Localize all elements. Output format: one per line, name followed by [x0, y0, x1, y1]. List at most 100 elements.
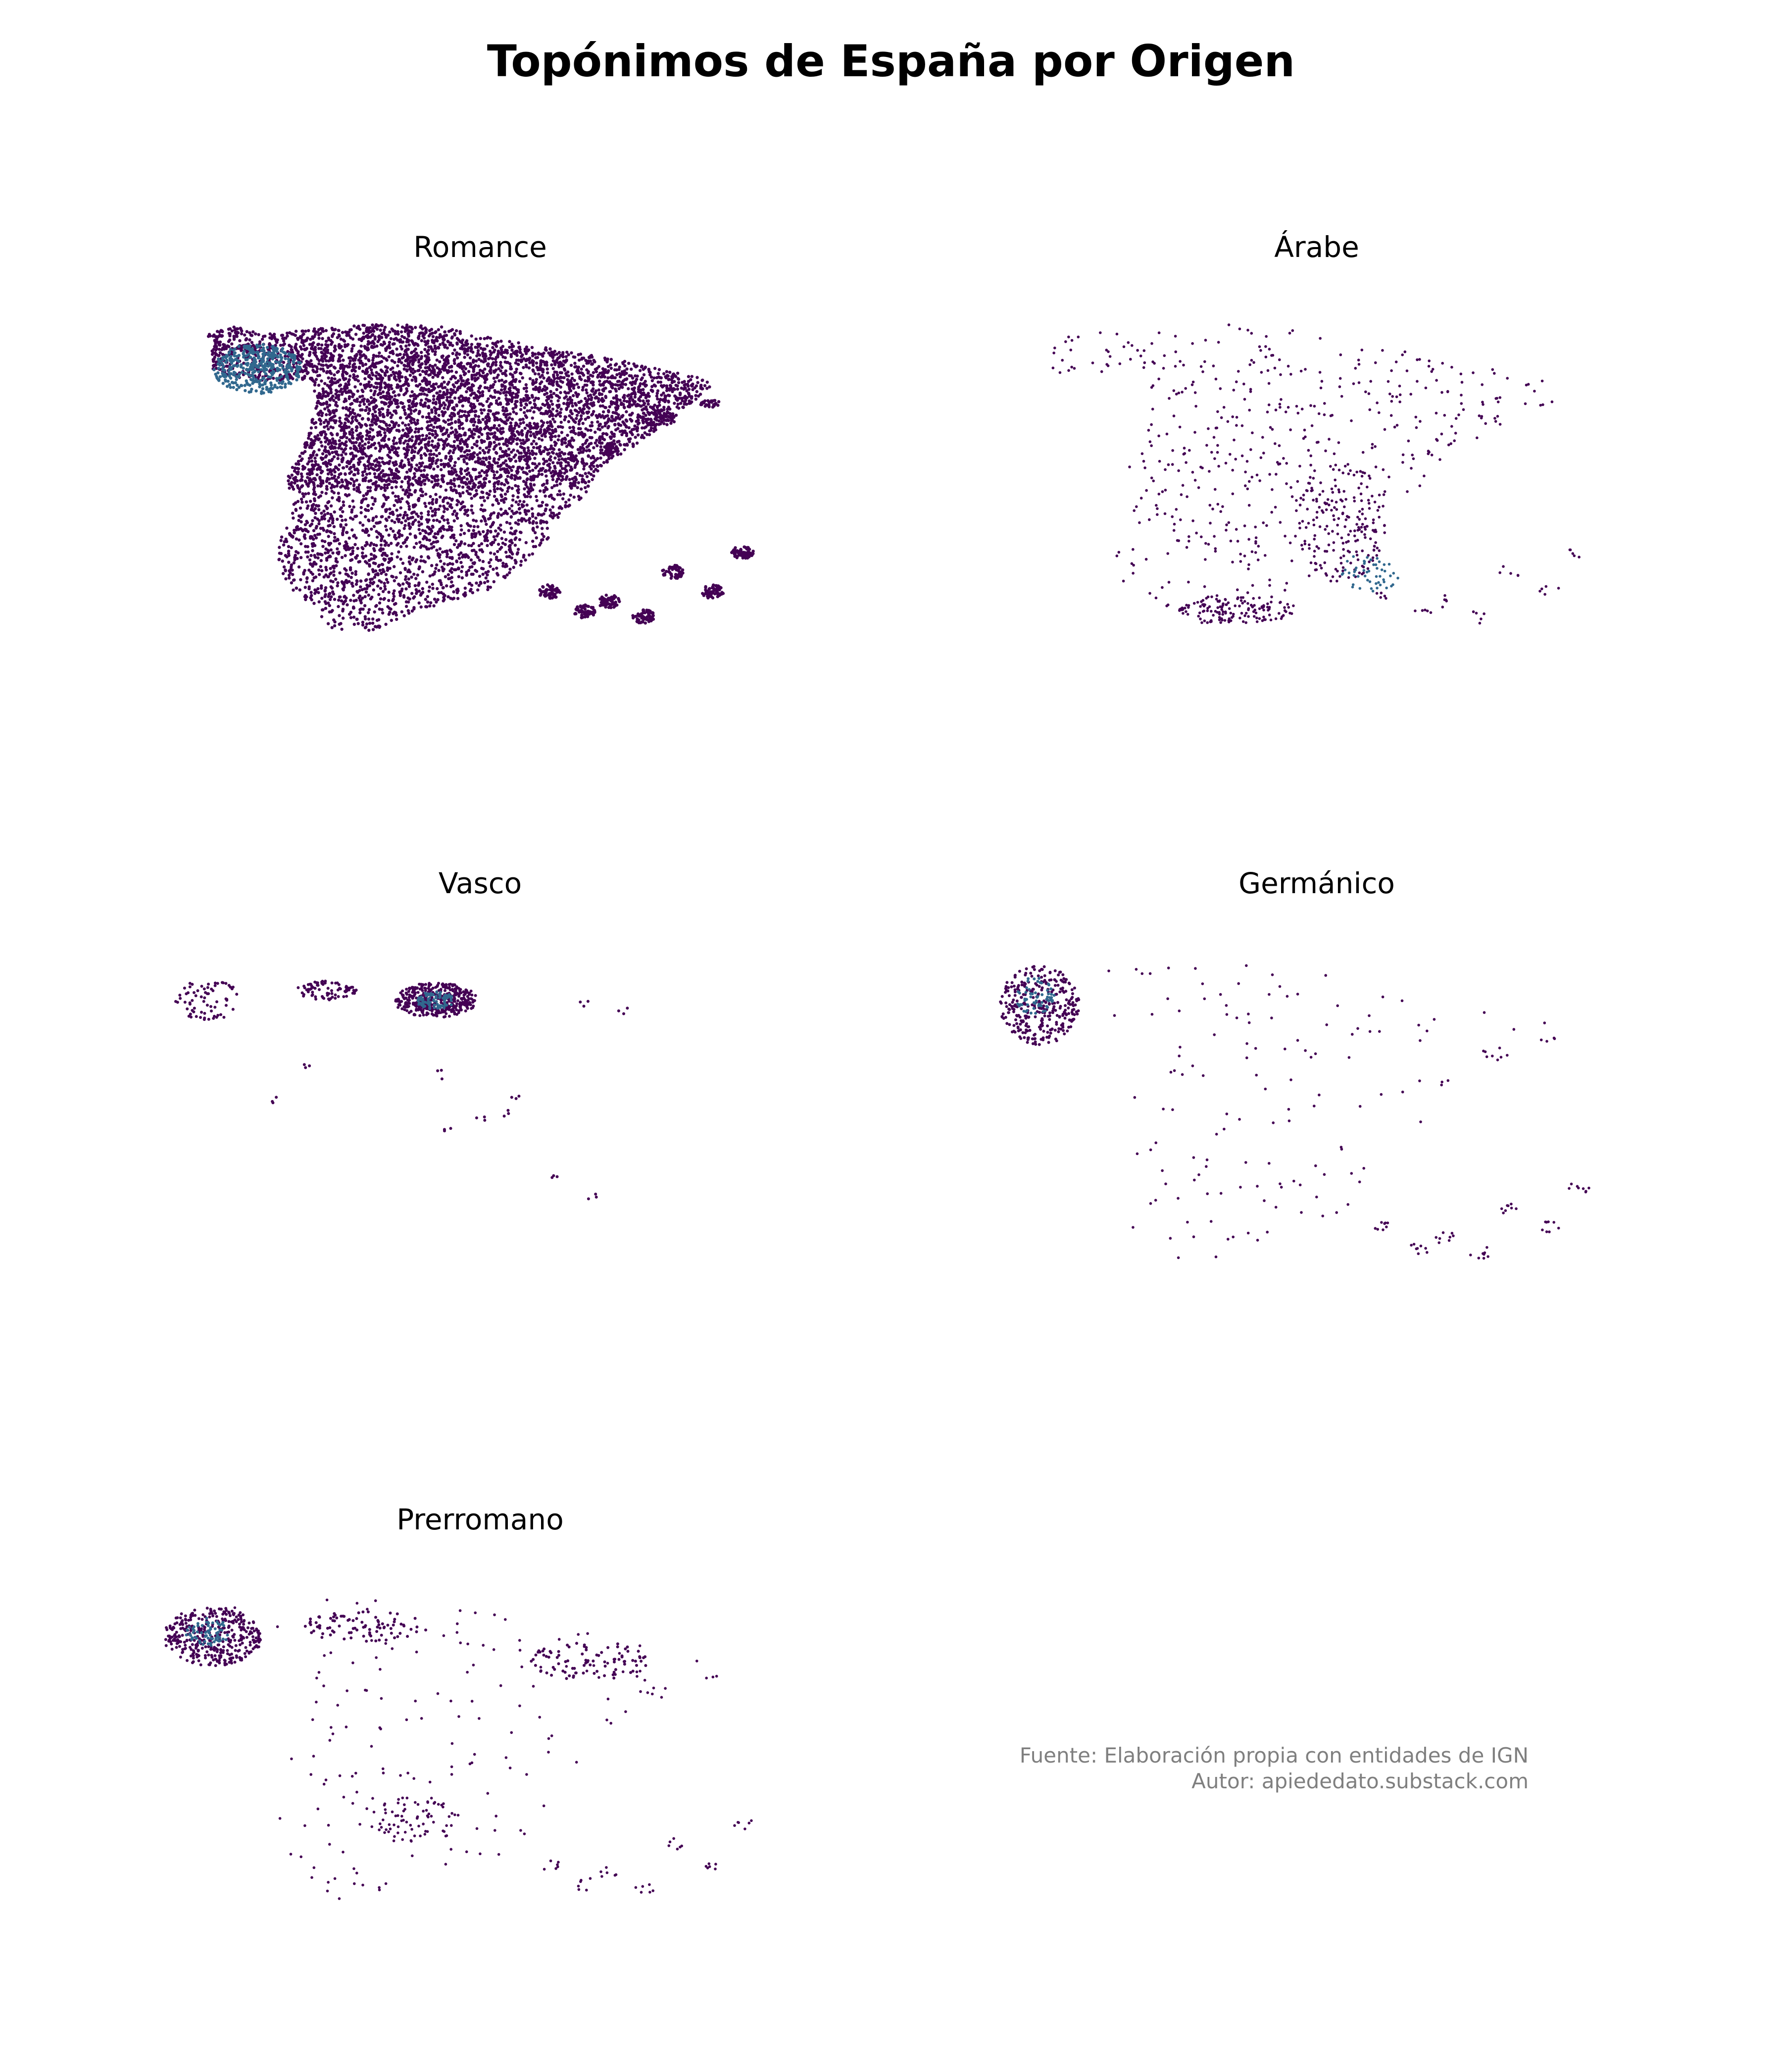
- toponym-point: [509, 354, 513, 358]
- toponym-point: [359, 382, 362, 386]
- toponym-point: [481, 449, 485, 452]
- toponym-point: [319, 367, 323, 371]
- toponym-point: [383, 436, 387, 440]
- toponym-point: [478, 391, 482, 395]
- toponym-point: [440, 355, 444, 359]
- toponym-point: [290, 481, 294, 484]
- toponym-point: [531, 461, 535, 465]
- toponym-point: [504, 438, 508, 441]
- toponym-point: [443, 406, 446, 410]
- toponym-point: [380, 336, 383, 339]
- toponym-point: [579, 353, 583, 356]
- toponym-point: [298, 345, 302, 349]
- toponym-point: [215, 347, 218, 351]
- toponym-point: [432, 383, 436, 386]
- toponym-point: [572, 386, 576, 390]
- toponym-point: [549, 378, 553, 382]
- toponym-point: [419, 469, 423, 473]
- toponym-point: [327, 442, 330, 446]
- toponym-point: [431, 365, 434, 368]
- toponym-point: [307, 468, 311, 471]
- toponym-point: [366, 464, 370, 468]
- toponym-point: [476, 372, 479, 375]
- toponym-point: [637, 390, 641, 394]
- toponym-point: [626, 404, 630, 408]
- toponym-point: [541, 423, 544, 427]
- toponym-point: [612, 432, 616, 436]
- toponym-point: [460, 477, 464, 480]
- toponym-point: [605, 453, 609, 456]
- toponym-point: [361, 456, 365, 460]
- toponym-point: [587, 471, 591, 475]
- toponym-point: [457, 385, 461, 389]
- toponym-point: [532, 446, 536, 449]
- toponym-point: [486, 412, 490, 416]
- toponym-point: [454, 370, 458, 374]
- toponym-point: [548, 431, 551, 435]
- toponym-point: [580, 367, 583, 371]
- toponym-point: [410, 351, 414, 354]
- toponym-point: [270, 337, 274, 341]
- toponym-point: [626, 443, 629, 447]
- toponym-point: [376, 340, 380, 343]
- toponym-point: [585, 388, 588, 392]
- toponym-point: [572, 355, 575, 359]
- toponym-point: [437, 328, 440, 332]
- toponym-point: [526, 477, 529, 481]
- toponym-point: [439, 395, 443, 399]
- toponym-point: [542, 462, 545, 465]
- toponym-point: [307, 460, 311, 463]
- toponym-point: [590, 421, 594, 424]
- toponym-point: [350, 402, 354, 405]
- toponym-point: [326, 384, 329, 387]
- toponym-point: [621, 382, 625, 386]
- toponym-point: [431, 335, 435, 338]
- toponym-point: [362, 403, 366, 406]
- toponym-point: [512, 386, 516, 390]
- toponym-point: [403, 326, 407, 330]
- toponym-point: [520, 433, 524, 437]
- toponym-point: [406, 443, 409, 446]
- toponym-point: [351, 358, 355, 362]
- toponym-point: [634, 436, 637, 439]
- toponym-point: [434, 350, 437, 354]
- toponym-point: [519, 360, 523, 363]
- toponym-point: [622, 405, 626, 409]
- toponym-point: [437, 346, 440, 349]
- toponym-point: [497, 480, 500, 483]
- toponym-point: [588, 465, 592, 468]
- toponym-point: [432, 467, 436, 471]
- toponym-point: [211, 364, 215, 367]
- toponym-point: [523, 411, 526, 414]
- toponym-point: [360, 435, 364, 438]
- toponym-point: [394, 332, 397, 336]
- toponym-point: [548, 420, 552, 423]
- toponym-point: [559, 471, 563, 475]
- toponym-point: [565, 351, 569, 354]
- toponym-point: [665, 370, 669, 373]
- toponym-point: [575, 413, 579, 417]
- toponym-point: [532, 410, 536, 414]
- toponym-point: [442, 414, 445, 417]
- toponym-point: [662, 405, 666, 409]
- toponym-point: [473, 443, 476, 446]
- toponym-point: [428, 363, 432, 367]
- toponym-point: [392, 391, 395, 394]
- toponym-point: [451, 451, 455, 455]
- toponym-point: [674, 375, 678, 378]
- toponym-point: [424, 437, 428, 441]
- toponym-point: [312, 450, 316, 454]
- toponym-point: [432, 425, 436, 429]
- toponym-point: [641, 376, 644, 380]
- toponym-point: [476, 399, 479, 403]
- toponym-point: [383, 325, 387, 329]
- toponym-point: [562, 376, 566, 379]
- toponym-point: [443, 358, 446, 362]
- toponym-point: [282, 339, 286, 343]
- toponym-point: [345, 413, 348, 417]
- toponym-point: [636, 429, 639, 433]
- toponym-point: [510, 417, 514, 421]
- toponym-point: [385, 444, 389, 448]
- toponym-point: [313, 435, 317, 439]
- toponym-point: [664, 395, 668, 398]
